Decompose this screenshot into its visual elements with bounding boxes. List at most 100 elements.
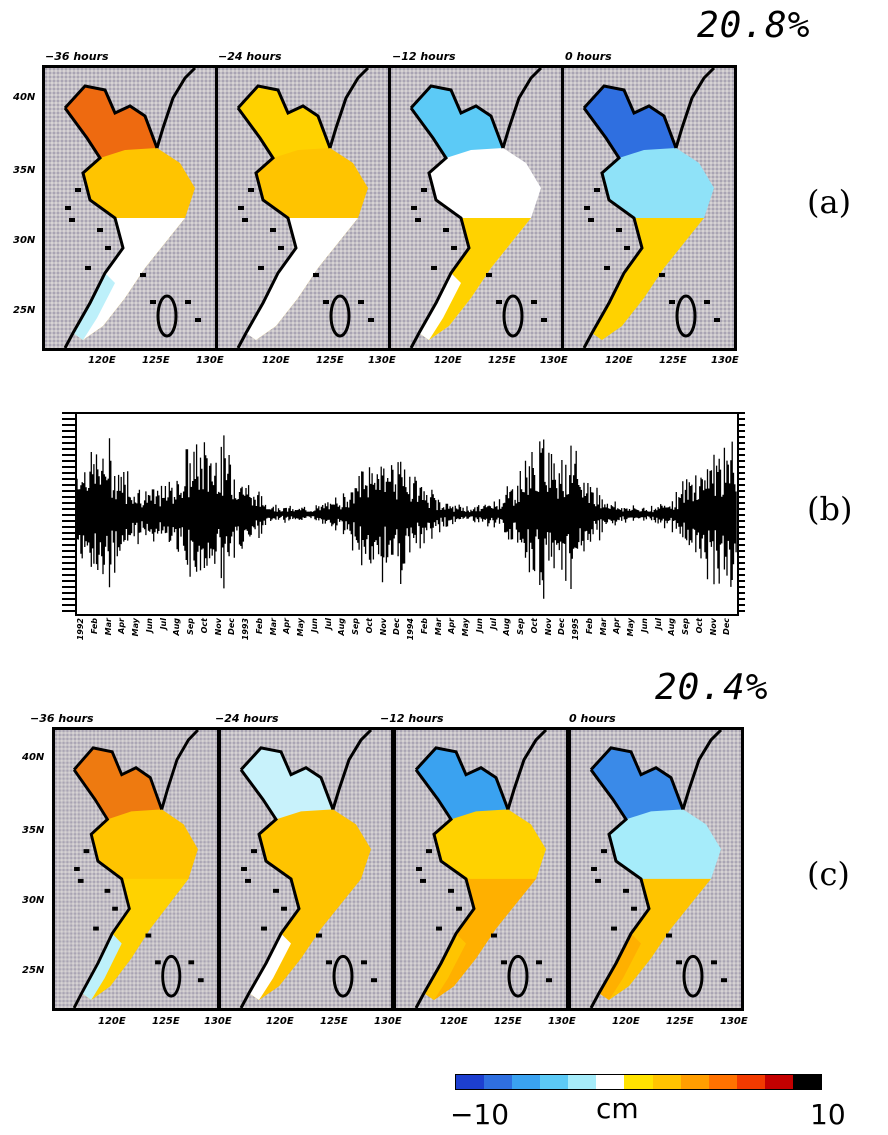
island-mark — [421, 188, 427, 192]
y-axis-tick — [62, 550, 75, 552]
island-mark — [326, 960, 332, 965]
y-axis-tick — [737, 544, 745, 546]
island-mark — [541, 318, 547, 322]
x-tick-label: May — [296, 618, 305, 637]
coastline-korea — [155, 68, 197, 149]
island-mark — [491, 933, 497, 938]
island-mark — [496, 300, 502, 304]
island-mark — [448, 888, 454, 893]
y-axis-tick — [62, 418, 75, 420]
y-axis-tick — [737, 592, 745, 594]
x-tick-label: Jun — [144, 618, 154, 633]
y-axis-tick — [62, 520, 75, 522]
coastline-korea — [501, 68, 543, 149]
x-tick-label: May — [626, 618, 635, 637]
island-mark — [436, 926, 442, 931]
island-mark — [316, 933, 322, 938]
island-mark — [416, 867, 422, 871]
island-mark — [74, 867, 80, 871]
coastline-china — [236, 107, 298, 348]
island-mark — [411, 206, 417, 210]
lon-tick-a-2-125e: 125E — [316, 355, 344, 366]
y-axis-tick — [737, 610, 745, 612]
coastline-north — [589, 746, 685, 810]
lon-tick-c-1-125e: 125E — [152, 1016, 180, 1027]
taiwan-island — [161, 954, 182, 998]
island-mark — [456, 906, 462, 911]
island-mark — [155, 960, 161, 965]
island-mark — [188, 960, 195, 965]
island-mark — [676, 960, 682, 965]
lon-tick-a-1-130e: 130E — [196, 355, 224, 366]
x-tick-label: Feb — [584, 618, 594, 634]
colorbar-max-label: 10 — [810, 1098, 846, 1131]
island-mark — [623, 888, 629, 893]
colorbar-min-label: −10 — [450, 1098, 510, 1131]
colorbar-segment — [624, 1075, 653, 1089]
island-mark — [443, 228, 449, 232]
lon-tick-c-2-130e: 130E — [374, 1016, 402, 1027]
y-axis-tick — [62, 508, 75, 510]
colorbar-segment — [596, 1075, 625, 1089]
sea-anomaly-north — [584, 86, 676, 158]
y-axis-tick — [737, 580, 745, 582]
x-tick-label: Jul — [323, 618, 333, 630]
panel-label-a: (a) — [807, 183, 852, 221]
lon-tick-a-1-125e: 125E — [142, 355, 170, 366]
island-mark — [591, 867, 597, 871]
x-tick-label: Oct — [694, 618, 704, 634]
x-tick-label: May — [131, 618, 140, 637]
x-tick-label: Dec — [392, 618, 402, 635]
island-mark — [669, 300, 675, 304]
coastline-korea — [506, 730, 548, 810]
sea-anomaly-southwest — [599, 933, 641, 1001]
colorbar-segment — [484, 1075, 513, 1089]
map-panel-a-4 — [561, 65, 737, 351]
island-mark — [258, 266, 264, 270]
x-tick-label: Oct — [199, 618, 209, 634]
island-mark — [261, 926, 267, 931]
y-axis-tick — [62, 556, 75, 558]
island-mark — [278, 246, 284, 250]
time-series-plot — [76, 435, 737, 599]
colorbar — [455, 1074, 822, 1090]
y-axis-tick — [737, 508, 745, 510]
y-axis-tick — [737, 526, 745, 528]
island-mark — [595, 878, 601, 883]
y-axis-tick — [737, 514, 745, 516]
y-axis-tick — [737, 466, 745, 468]
colorbar-segment — [792, 1075, 821, 1089]
x-tick-label: Dec — [722, 618, 732, 635]
sea-anomaly-north — [411, 86, 503, 158]
x-tick-label: Jun — [309, 618, 319, 633]
x-tick-label: Aug — [667, 618, 677, 636]
colorbar-segment — [736, 1075, 765, 1089]
lon-tick-c-2-120e: 120E — [266, 1016, 294, 1027]
island-mark — [83, 849, 90, 854]
island-mark — [616, 228, 622, 232]
lat-tick-c-25n: 25N — [22, 965, 45, 976]
y-axis-tick — [737, 472, 745, 474]
sea-anomaly-north — [65, 86, 157, 158]
time-series-right-ticks — [737, 412, 745, 616]
sea-anomaly-southwest — [81, 933, 122, 1001]
coastline-korea — [674, 68, 716, 149]
sea-anomaly-southwest — [592, 273, 634, 340]
y-axis-tick — [62, 424, 75, 426]
island-mark — [588, 218, 594, 222]
lon-tick-c-4-130e: 130E — [720, 1016, 748, 1027]
coastline-china — [414, 768, 476, 1008]
coastline-korea — [331, 730, 373, 810]
y-axis-tick — [62, 502, 75, 504]
y-axis-tick — [737, 490, 745, 492]
x-tick-label: Feb — [419, 618, 429, 634]
variance-label-a: 20.8% — [697, 5, 811, 46]
island-mark — [601, 849, 607, 854]
y-axis-tick — [62, 490, 75, 492]
island-mark — [313, 273, 319, 277]
island-mark — [93, 926, 99, 931]
y-axis-tick — [62, 592, 75, 594]
colorbar-segment — [568, 1075, 597, 1089]
x-tick-label: Nov — [543, 618, 553, 636]
island-mark — [245, 878, 251, 883]
